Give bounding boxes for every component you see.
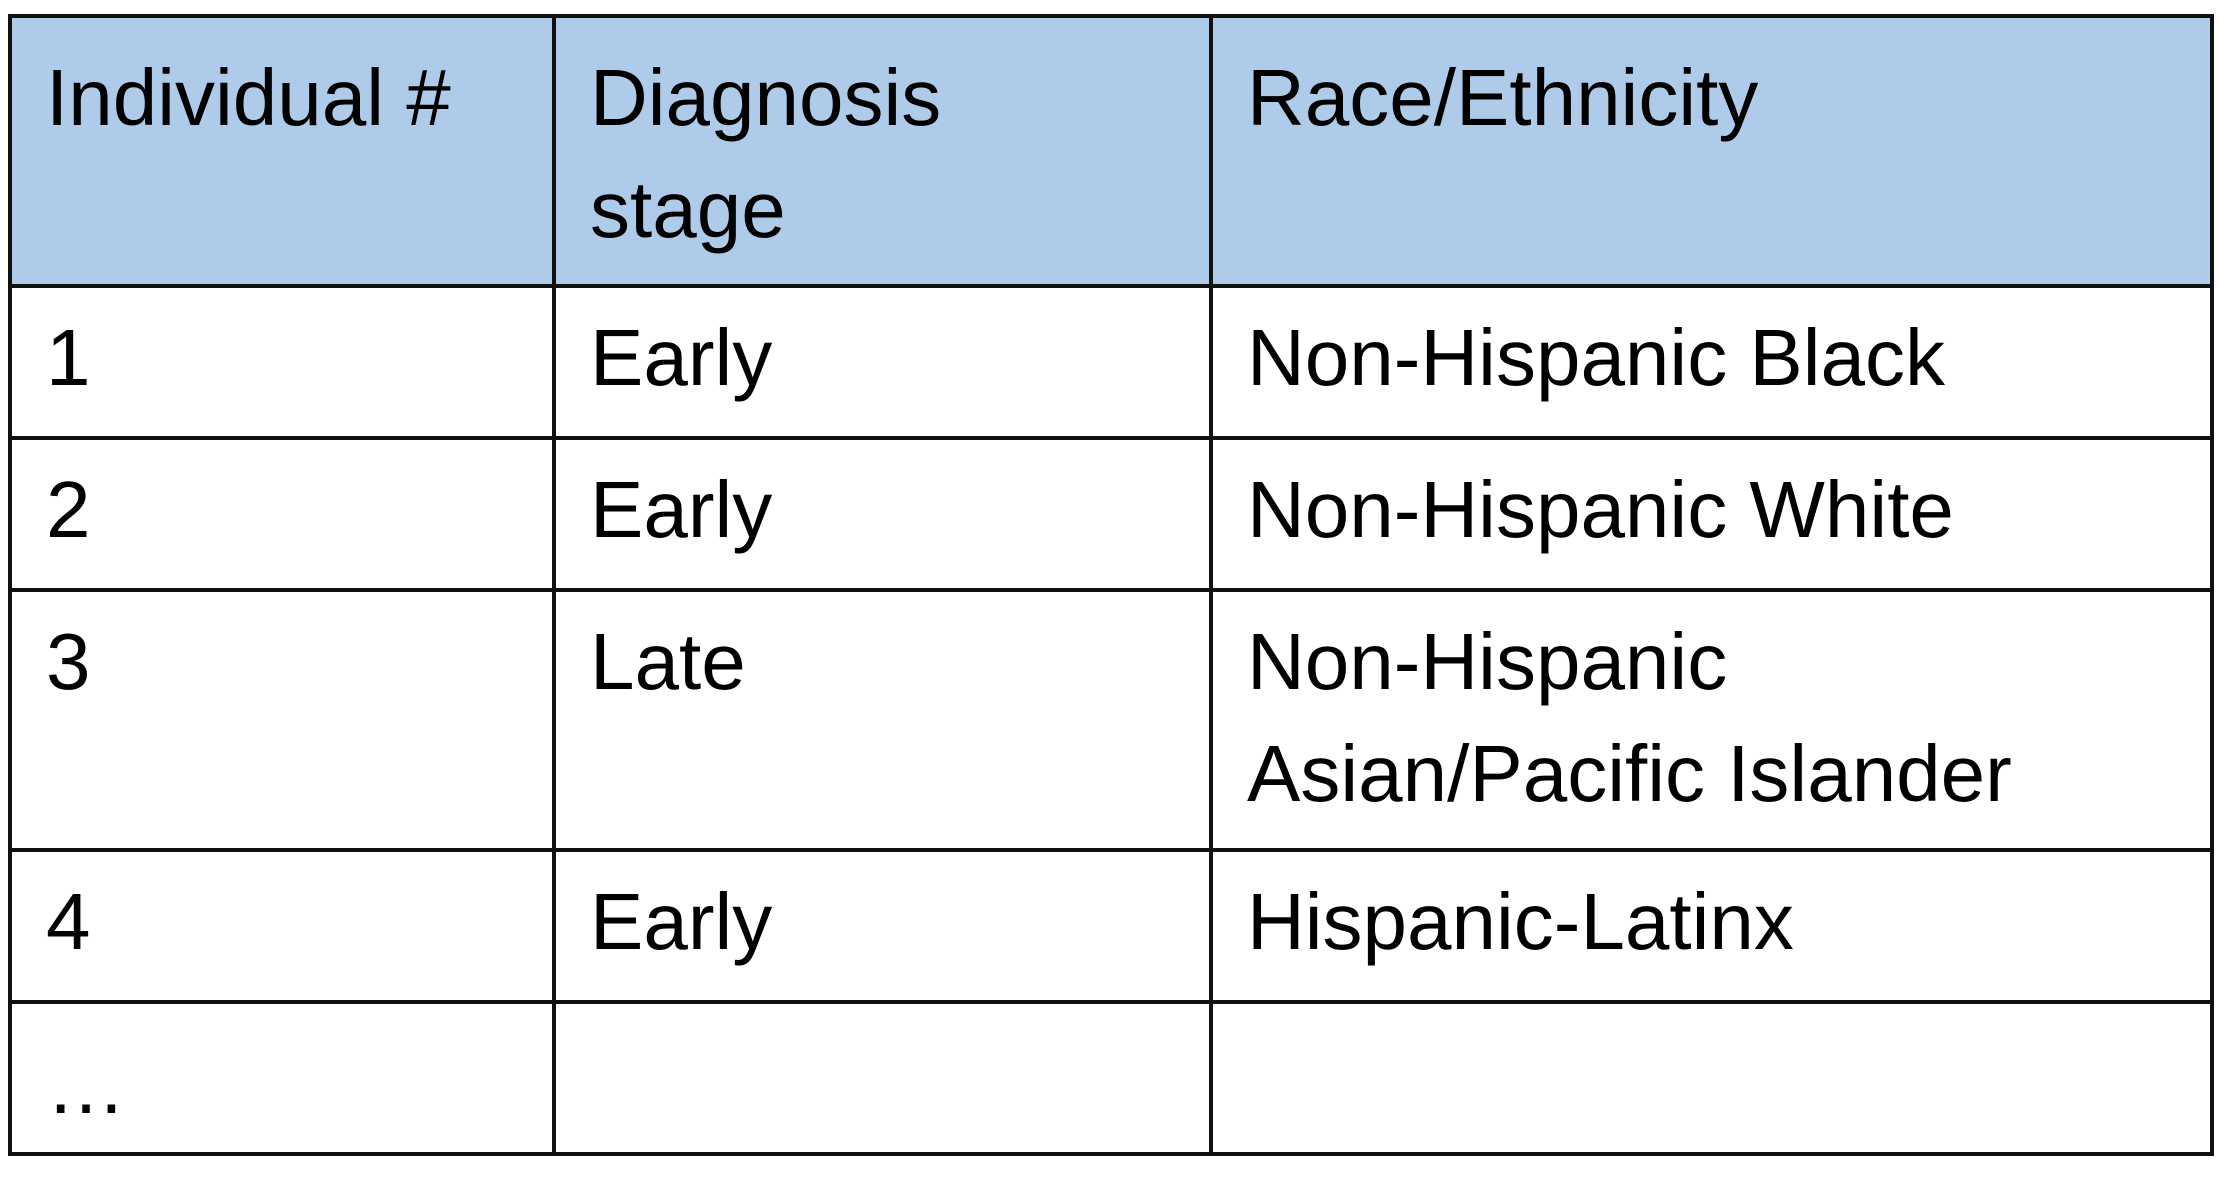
header-label: Individual # [46,53,451,142]
cell-individual-number: 3 [8,588,556,852]
data-table: Individual # Diagnosis stage Race/Ethnic… [8,14,2214,1156]
header-diagnosis-stage: Diagnosis stage [552,14,1213,288]
cell-text: Hispanic-Latinx [1247,877,1794,966]
cell-text: Non-Hispanic Black [1247,313,1946,402]
cell-text: 3 [46,617,91,706]
table-body: 1 Early Non-Hispanic Black 2 Early Non-H… [8,284,2214,1156]
cell-individual-number: 2 [8,436,556,592]
cell-text: Late [590,617,746,706]
cell-diagnosis-stage [552,1000,1213,1156]
cell-diagnosis-stage: Late [552,588,1213,852]
cell-text: … [46,1041,126,1130]
cell-race-ethnicity: Non-Hispanic Black [1209,284,2214,440]
cell-race-ethnicity: Non-Hispanic White [1209,436,2214,592]
cell-race-ethnicity: Non-Hispanic Asian/Pacific Islander [1209,588,2214,852]
cell-race-ethnicity: Hispanic-Latinx [1209,848,2214,1004]
header-individual-number: Individual # [8,14,556,288]
header-race-ethnicity: Race/Ethnicity [1209,14,2214,288]
table-row: 2 Early Non-Hispanic White [8,436,2214,592]
cell-text: 2 [46,465,91,554]
cell-text: 1 [46,313,91,402]
table-header: Individual # Diagnosis stage Race/Ethnic… [8,14,2214,288]
cell-individual-number: 1 [8,284,556,440]
cell-text: Early [590,877,773,966]
cell-text: 4 [46,877,91,966]
header-label: Race/Ethnicity [1247,53,1759,142]
cell-text: Early [590,465,773,554]
header-label: Diagnosis stage [590,53,942,254]
cell-individual-number: … [8,1000,556,1156]
cell-text: Early [590,313,773,402]
cell-diagnosis-stage: Early [552,284,1213,440]
cell-text: Non-Hispanic White [1247,465,1954,554]
cell-text: Non-Hispanic Asian/Pacific Islander [1247,617,2012,818]
table-row: 4 Early Hispanic-Latinx [8,848,2214,1004]
cell-race-ethnicity [1209,1000,2214,1156]
cell-diagnosis-stage: Early [552,436,1213,592]
header-row: Individual # Diagnosis stage Race/Ethnic… [8,14,2214,288]
cell-individual-number: 4 [8,848,556,1004]
table-row: … [8,1000,2214,1156]
table-row: 1 Early Non-Hispanic Black [8,284,2214,440]
table-row: 3 Late Non-Hispanic Asian/Pacific Island… [8,588,2214,852]
cell-diagnosis-stage: Early [552,848,1213,1004]
